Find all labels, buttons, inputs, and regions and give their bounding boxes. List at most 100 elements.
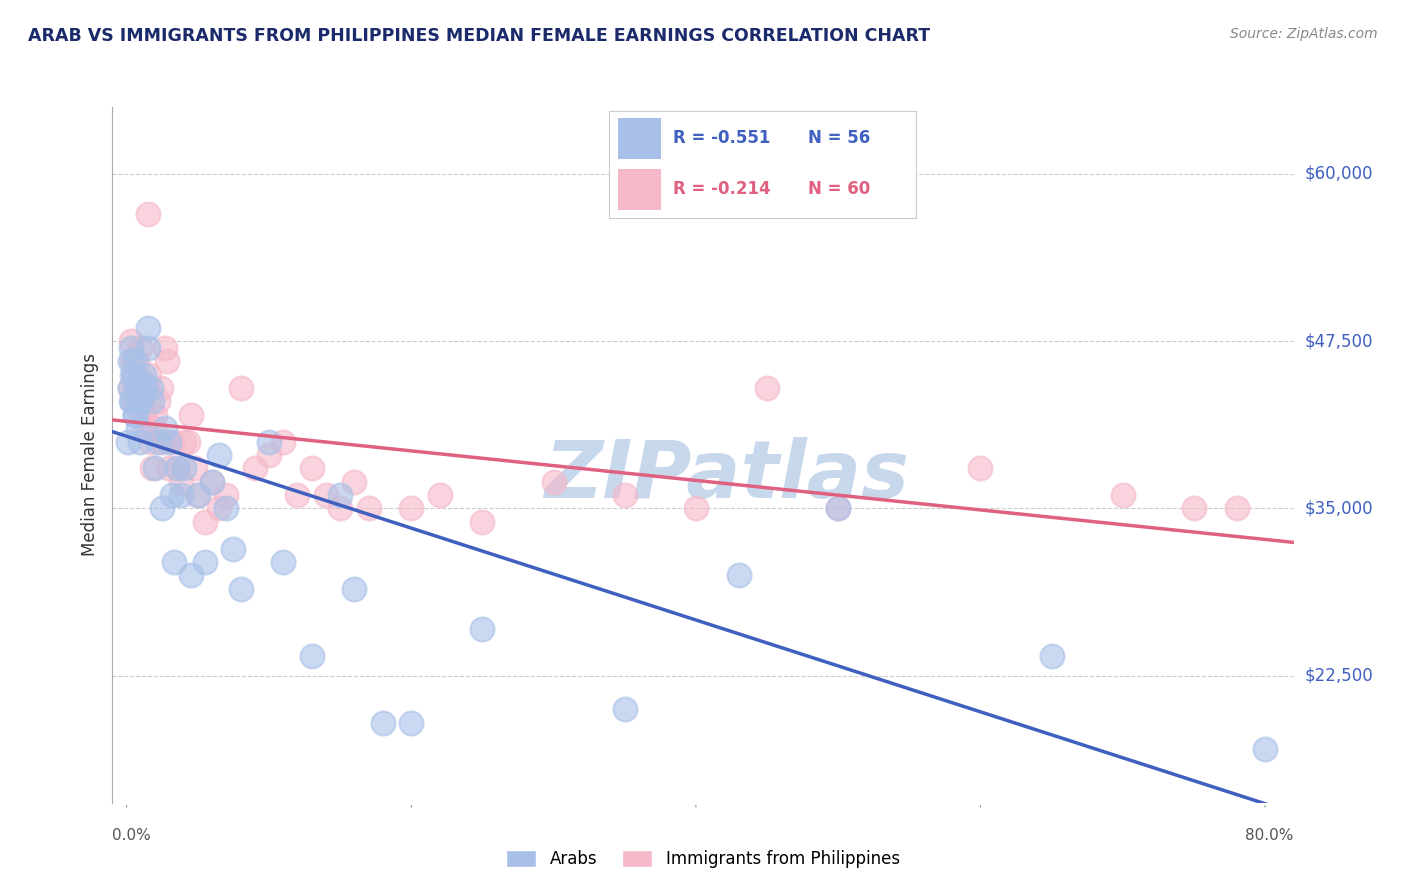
Point [149,381,172,395]
Point [129,375,152,389]
Point [131,381,153,395]
Point [134,381,156,395]
Point [173,434,195,449]
Point [127,394,149,409]
Point [287,488,309,502]
Text: ZIPatlas: ZIPatlas [544,437,910,515]
Point [146,394,169,409]
Point [229,381,252,395]
Point [827,501,849,516]
Point [128,434,150,449]
Point [727,568,749,582]
Point [301,461,323,475]
Point [122,368,145,382]
Point [543,475,565,489]
Point [125,354,148,368]
Point [150,501,173,516]
Text: 80.0%: 80.0% [1246,828,1294,843]
Point [180,408,202,422]
Point [257,434,280,449]
Point [756,381,779,395]
Point [146,434,169,449]
Point [124,381,146,395]
Point [1112,488,1135,502]
Point [208,448,231,462]
Point [157,461,180,475]
Text: $60,000: $60,000 [1305,165,1374,183]
Point [173,461,195,475]
Point [136,341,159,355]
Point [329,501,352,516]
Text: 0.0%: 0.0% [112,828,152,843]
Point [215,501,238,516]
Point [122,394,145,409]
Point [1182,501,1205,516]
Point [131,394,153,409]
Point [215,488,238,502]
Point [118,381,141,395]
Point [371,715,394,730]
Point [124,408,146,422]
Point [124,408,146,422]
Point [685,501,707,516]
Point [141,394,163,409]
Point [401,715,423,730]
Point [243,461,266,475]
Point [170,475,193,489]
Point [125,381,148,395]
Point [177,434,200,449]
Legend: Arabs, Immigrants from Philippines: Arabs, Immigrants from Philippines [499,843,907,875]
Point [127,421,149,435]
Point [143,408,166,422]
Point [1254,742,1277,756]
Text: $47,500: $47,500 [1305,332,1374,351]
Point [229,582,252,596]
Point [135,381,157,395]
Point [271,434,294,449]
Point [357,501,380,516]
Point [613,488,636,502]
Point [162,488,184,502]
Point [129,408,152,422]
Point [139,434,162,449]
Point [1226,501,1249,516]
Point [187,488,209,502]
Point [155,354,177,368]
Point [180,568,202,582]
Point [969,461,991,475]
Point [194,515,217,529]
Point [122,368,145,382]
Point [125,381,148,395]
Point [401,501,423,516]
Point [127,394,149,409]
Point [138,368,160,382]
Text: $35,000: $35,000 [1305,500,1374,517]
Point [121,368,143,382]
Point [184,461,207,475]
Point [471,622,494,636]
Point [150,434,173,449]
Point [128,394,150,409]
Point [170,488,193,502]
Point [201,475,224,489]
Point [136,321,159,335]
Point [343,475,366,489]
Point [201,475,224,489]
Point [134,421,156,435]
Point [143,461,166,475]
Point [162,434,184,449]
Point [153,421,176,435]
Point [121,354,143,368]
Point [136,207,159,221]
Text: ARAB VS IMMIGRANTS FROM PHILIPPINES MEDIAN FEMALE EARNINGS CORRELATION CHART: ARAB VS IMMIGRANTS FROM PHILIPPINES MEDI… [28,27,931,45]
Point [257,448,280,462]
Y-axis label: Median Female Earnings: Median Female Earnings [80,353,98,557]
Text: Source: ZipAtlas.com: Source: ZipAtlas.com [1230,27,1378,41]
Point [117,434,139,449]
Point [163,555,186,569]
Point [827,501,849,516]
Point [121,394,143,409]
Point [120,341,142,355]
Point [1040,648,1063,663]
Point [118,381,141,395]
